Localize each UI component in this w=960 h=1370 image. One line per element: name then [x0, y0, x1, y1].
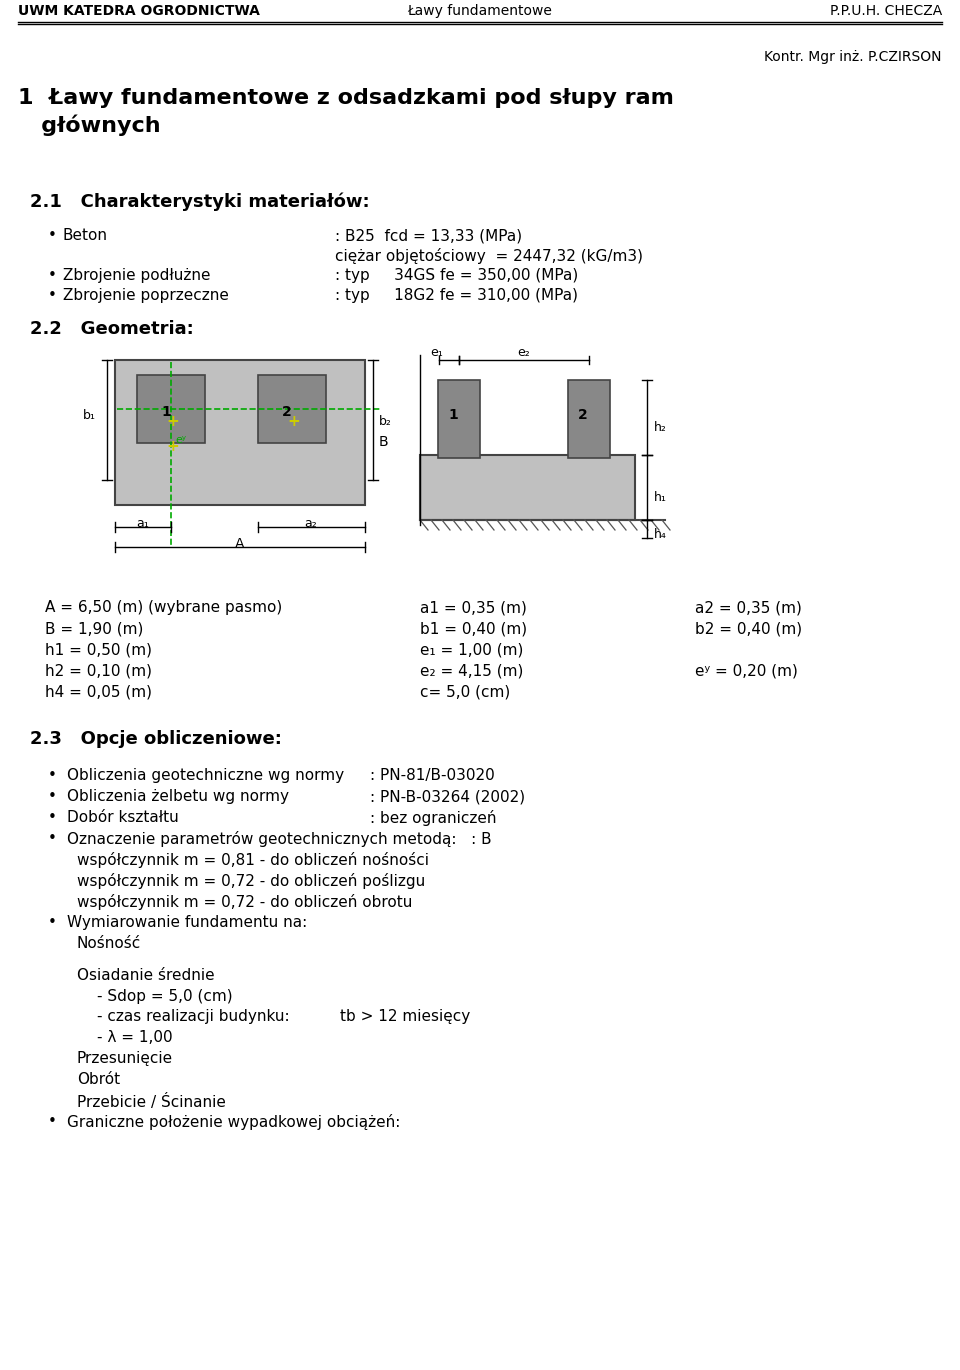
Text: współczynnik m = 0,72 - do obliczeń obrotu: współczynnik m = 0,72 - do obliczeń obro… — [77, 895, 413, 910]
Text: - Sdop = 5,0 (cm): - Sdop = 5,0 (cm) — [97, 989, 232, 1003]
Text: - czas realizacji budynku:: - czas realizacji budynku: — [97, 1010, 290, 1025]
Text: tb > 12 miesięcy: tb > 12 miesięcy — [340, 1010, 470, 1025]
Text: 2.1   Charakterystyki materiałów:: 2.1 Charakterystyki materiałów: — [30, 192, 370, 211]
Text: współczynnik m = 0,72 - do obliczeń poślizgu: współczynnik m = 0,72 - do obliczeń pośl… — [77, 873, 425, 889]
Text: +: + — [166, 414, 179, 429]
Bar — [438, 379, 480, 458]
Text: A: A — [235, 537, 245, 551]
Bar — [568, 379, 610, 458]
Text: Kontr. Mgr inż. P.CZIRSON: Kontr. Mgr inż. P.CZIRSON — [764, 49, 942, 64]
Text: •: • — [48, 789, 57, 804]
Text: •: • — [48, 769, 57, 784]
Text: c= 5,0 (cm): c= 5,0 (cm) — [420, 684, 511, 699]
Text: Przebicie / Ścinanie: Przebicie / Ścinanie — [77, 1093, 226, 1110]
Text: e₂ = 4,15 (m): e₂ = 4,15 (m) — [420, 663, 523, 678]
Text: : PN-81/B-03020: : PN-81/B-03020 — [370, 769, 494, 784]
Text: •: • — [48, 810, 57, 825]
Bar — [420, 455, 635, 521]
Text: głównych: głównych — [18, 114, 160, 136]
Bar — [258, 375, 326, 443]
Text: - λ = 1,00: - λ = 1,00 — [97, 1030, 173, 1045]
Text: h₂: h₂ — [654, 421, 667, 434]
Text: A = 6,50 (m) (wybrane pasmo): A = 6,50 (m) (wybrane pasmo) — [45, 600, 282, 615]
Text: Obliczenia żelbetu wg normy: Obliczenia żelbetu wg normy — [67, 789, 289, 804]
Text: Zbrojenie poprzeczne: Zbrojenie poprzeczne — [63, 288, 228, 303]
Text: h₄: h₄ — [654, 527, 667, 541]
Text: : B25  fcd = 13,33 (MPa): : B25 fcd = 13,33 (MPa) — [335, 227, 522, 242]
Text: Graniczne położenie wypadkowej obciążeń:: Graniczne położenie wypadkowej obciążeń: — [67, 1115, 400, 1130]
Text: b₁: b₁ — [83, 408, 95, 422]
Text: •: • — [48, 269, 57, 284]
Text: 2.3   Opcje obliczeniowe:: 2.3 Opcje obliczeniowe: — [30, 730, 282, 748]
Text: e₁: e₁ — [431, 347, 444, 359]
Text: h4 = 0,05 (m): h4 = 0,05 (m) — [45, 684, 152, 699]
Text: Nośność: Nośność — [77, 936, 141, 951]
Text: Wymiarowanie fundamentu na:: Wymiarowanie fundamentu na: — [67, 915, 307, 930]
Text: ciężar objętościowy  = 2447,32 (kG/m3): ciężar objętościowy = 2447,32 (kG/m3) — [335, 248, 643, 264]
Text: Oznaczenie parametrów geotechnicznych metodą:   : B: Oznaczenie parametrów geotechnicznych me… — [67, 832, 492, 847]
Text: : PN-B-03264 (2002): : PN-B-03264 (2002) — [370, 789, 525, 804]
Text: 2: 2 — [578, 408, 588, 422]
Text: •: • — [48, 288, 57, 303]
Text: a1 = 0,35 (m): a1 = 0,35 (m) — [420, 600, 527, 615]
Text: : typ     18G2 fe = 310,00 (MPa): : typ 18G2 fe = 310,00 (MPa) — [335, 288, 578, 303]
Text: UWM KATEDRA OGRODNICTWA: UWM KATEDRA OGRODNICTWA — [18, 4, 260, 18]
Text: 1  Ławy fundamentowe z odsadzkami pod słupy ram: 1 Ławy fundamentowe z odsadzkami pod słu… — [18, 88, 674, 108]
Text: •: • — [48, 832, 57, 847]
Text: +: + — [166, 438, 179, 453]
Text: B = 1,90 (m): B = 1,90 (m) — [45, 621, 143, 636]
Text: : bez ograniczeń: : bez ograniczeń — [370, 810, 496, 826]
Text: współczynnik m = 0,81 - do obliczeń nośności: współczynnik m = 0,81 - do obliczeń nośn… — [77, 852, 429, 869]
Text: h2 = 0,10 (m): h2 = 0,10 (m) — [45, 663, 152, 678]
Text: h1 = 0,50 (m): h1 = 0,50 (m) — [45, 643, 152, 658]
Text: Obrót: Obrót — [77, 1073, 120, 1088]
Text: e₁ = 1,00 (m): e₁ = 1,00 (m) — [420, 643, 523, 658]
Text: Przesunięcie: Przesunięcie — [77, 1052, 173, 1066]
Text: 1: 1 — [448, 408, 458, 422]
Text: Obliczenia geotechniczne wg normy: Obliczenia geotechniczne wg normy — [67, 769, 344, 784]
Text: Osiadanie średnie: Osiadanie średnie — [77, 967, 215, 982]
Text: b₂: b₂ — [379, 415, 392, 427]
Text: •: • — [48, 1115, 57, 1129]
Text: 2: 2 — [282, 406, 292, 419]
Bar — [115, 360, 365, 506]
Text: b2 = 0,40 (m): b2 = 0,40 (m) — [695, 621, 803, 636]
Text: +: + — [287, 414, 300, 429]
Text: •: • — [48, 227, 57, 242]
Text: Dobór kształtu: Dobór kształtu — [67, 810, 179, 825]
Text: b1 = 0,40 (m): b1 = 0,40 (m) — [420, 621, 527, 636]
Text: •: • — [48, 915, 57, 930]
Text: h₁: h₁ — [654, 490, 667, 504]
Text: eʸ: eʸ — [175, 436, 186, 445]
Text: a₁: a₁ — [136, 516, 150, 530]
Text: 2.2   Geometria:: 2.2 Geometria: — [30, 321, 194, 338]
Text: eʸ = 0,20 (m): eʸ = 0,20 (m) — [695, 663, 798, 678]
Text: B: B — [379, 436, 389, 449]
Text: e₂: e₂ — [517, 347, 530, 359]
Text: Beton: Beton — [63, 227, 108, 242]
Text: a₂: a₂ — [304, 516, 318, 530]
Text: P.P.U.H. CHECZA: P.P.U.H. CHECZA — [829, 4, 942, 18]
Text: Ławy fundamentowe: Ławy fundamentowe — [408, 4, 552, 18]
Text: a2 = 0,35 (m): a2 = 0,35 (m) — [695, 600, 802, 615]
Bar — [137, 375, 205, 443]
Text: Zbrojenie podłużne: Zbrojenie podłużne — [63, 269, 210, 284]
Text: 1: 1 — [161, 406, 171, 419]
Text: : typ     34GS fe = 350,00 (MPa): : typ 34GS fe = 350,00 (MPa) — [335, 269, 578, 284]
